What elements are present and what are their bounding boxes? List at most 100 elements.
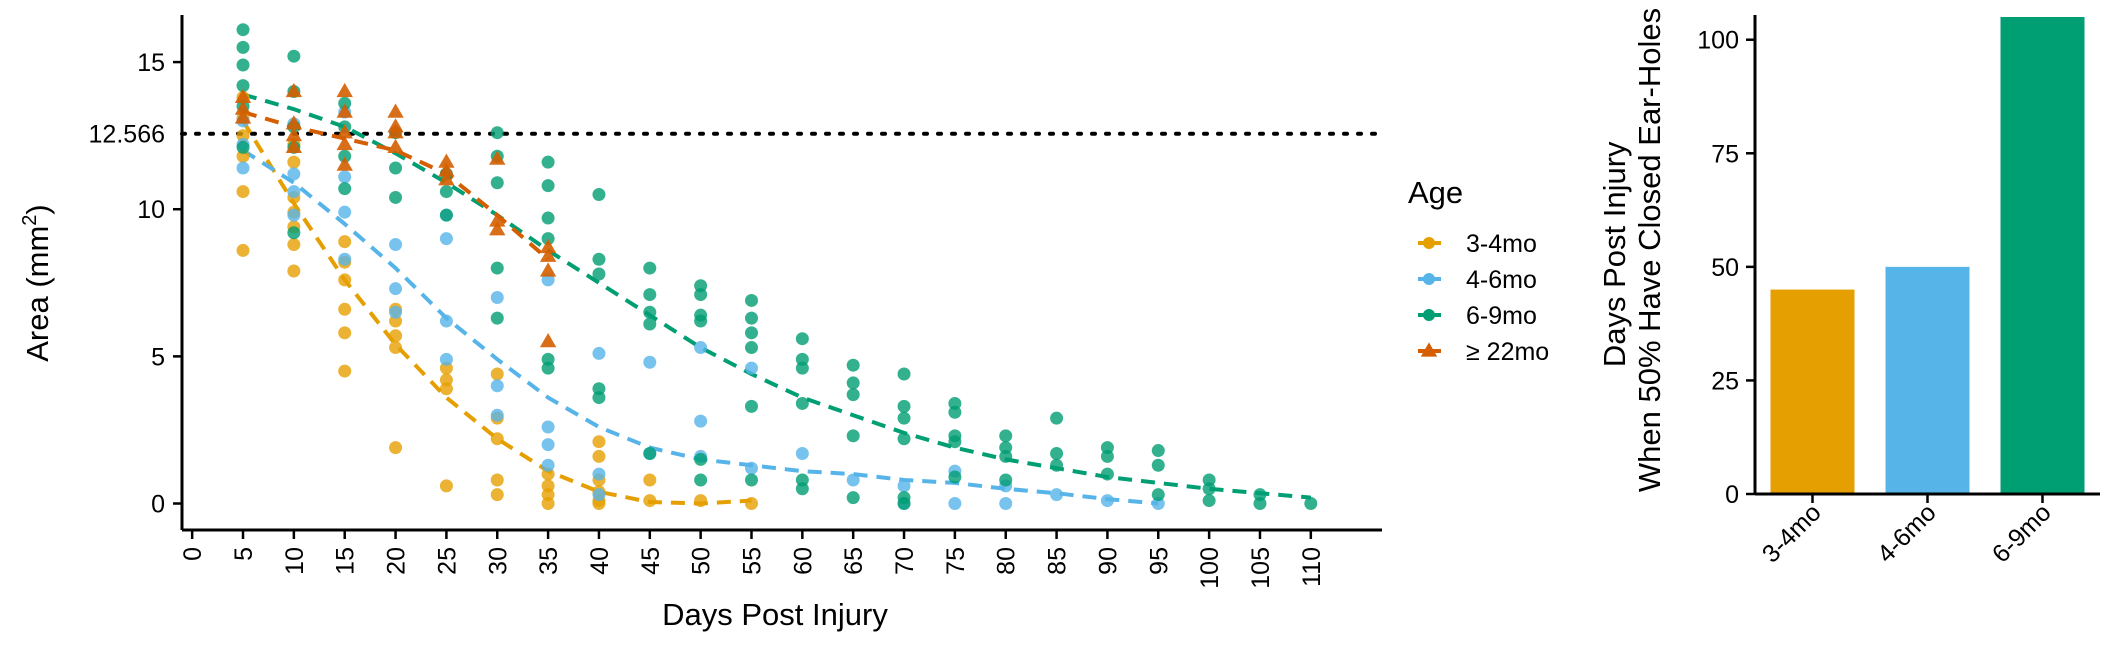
legend-key-marker	[1423, 309, 1435, 321]
bar-y-tick-label: 25	[1711, 367, 1739, 395]
point-6-9mo	[897, 367, 911, 381]
point-4-6mo	[541, 438, 555, 452]
x-tick-label: 25	[433, 547, 461, 575]
point-6-9mo	[897, 411, 911, 425]
legend: Age 3-4mo 4-6mo 6-9mo ≥ 22mo	[1408, 175, 1549, 366]
bar-y-tick-label: 75	[1711, 140, 1739, 168]
bar-panel: 0 25 50 75 100 3-4mo 4-6mo 6-9mo Days Post Inju…	[1597, 8, 2100, 568]
point-6-9mo	[490, 261, 504, 275]
point-3-4mo	[744, 497, 758, 511]
point-3-4mo	[490, 432, 504, 446]
point-6-9mo	[1050, 411, 1064, 425]
point-6-9mo	[744, 311, 758, 325]
point-4-6mo	[389, 238, 403, 252]
x-tick-label: 65	[840, 547, 868, 575]
point-6-9mo	[1151, 488, 1165, 502]
point-6-9mo	[236, 58, 250, 72]
point-6-9mo	[643, 305, 657, 319]
point-4-6mo	[389, 305, 403, 319]
point-6-9mo	[389, 161, 403, 175]
point-3-4mo	[490, 367, 504, 381]
point-6-9mo	[643, 288, 657, 302]
point-6-9mo	[694, 288, 708, 302]
point-6-9mo	[897, 399, 911, 413]
point-ge-22mo	[285, 127, 303, 142]
reference-line-label: 12.566	[89, 121, 165, 149]
point-4-6mo	[897, 479, 911, 493]
point-6-9mo	[592, 188, 606, 202]
point-3-4mo	[439, 382, 453, 396]
x-tick-label: 10	[281, 547, 309, 575]
x-tick-label: 35	[535, 547, 563, 575]
point-6-9mo	[236, 140, 250, 154]
point-ge-22mo	[336, 135, 353, 151]
point-6-9mo	[744, 399, 758, 413]
point-6-9mo	[338, 96, 352, 110]
point-6-9mo	[490, 176, 504, 190]
scatter-fit-lines	[241, 92, 1311, 506]
point-3-4mo	[338, 302, 352, 316]
point-6-9mo	[1151, 458, 1165, 472]
point-3-4mo	[236, 185, 250, 199]
point-3-4mo	[389, 329, 403, 343]
legend-key-marker	[1423, 237, 1435, 249]
point-ge-22mo	[489, 212, 506, 227]
point-ge-22mo	[539, 333, 557, 348]
point-6-9mo	[846, 491, 860, 505]
scatter-panel: 0 5 10 15 12.566 0 5 10 15 20 25 30 35 40 45 50 55 60 65 70…	[19, 15, 1384, 632]
legend-key-marker	[1423, 273, 1435, 285]
point-ge-22mo	[438, 162, 455, 177]
point-4-6mo	[541, 420, 555, 434]
point-4-6mo	[236, 161, 250, 175]
x-tick-label: 5	[230, 547, 258, 561]
point-3-4mo	[643, 494, 657, 508]
point-3-4mo	[490, 473, 504, 487]
point-6-9mo	[795, 482, 809, 496]
legend-label-ge-22mo: ≥ 22mo	[1466, 338, 1549, 366]
y-tick-label: 10	[137, 196, 165, 224]
point-3-4mo	[490, 488, 504, 502]
point-ge-22mo	[539, 247, 557, 262]
point-ge-22mo	[489, 150, 506, 165]
point-4-6mo	[439, 314, 453, 328]
point-6-9mo	[541, 232, 555, 246]
point-ge-22mo	[285, 115, 303, 130]
point-4-6mo	[439, 232, 453, 246]
x-tick-label: 85	[1044, 547, 1072, 575]
point-4-6mo	[490, 408, 504, 422]
point-6-9mo	[999, 449, 1013, 463]
point-4-6mo	[795, 446, 809, 460]
x-tick-label: 105	[1247, 547, 1275, 589]
point-3-4mo	[287, 264, 301, 278]
point-6-9mo	[795, 361, 809, 375]
point-6-9mo	[1304, 497, 1318, 511]
point-6-9mo	[999, 429, 1013, 443]
legend-label-6-9mo: 6-9mo	[1466, 302, 1537, 330]
point-3-4mo	[338, 235, 352, 249]
point-4-6mo	[592, 467, 606, 481]
point-4-6mo	[846, 473, 860, 487]
point-6-9mo	[694, 314, 708, 328]
point-6-9mo	[1100, 467, 1114, 481]
point-6-9mo	[694, 473, 708, 487]
point-6-9mo	[948, 470, 962, 484]
point-6-9mo	[795, 332, 809, 346]
point-6-9mo	[338, 149, 352, 163]
point-3-4mo	[287, 238, 301, 252]
point-4-6mo	[592, 346, 606, 360]
x-tick-label: 40	[586, 547, 614, 575]
bar-3-4mo	[1770, 289, 1855, 494]
point-6-9mo	[389, 190, 403, 204]
point-ge-22mo	[438, 171, 455, 186]
x-tick-label: 0	[179, 547, 207, 561]
x-tick-label: 15	[332, 547, 360, 575]
point-6-9mo	[1253, 497, 1267, 511]
point-6-9mo	[948, 435, 962, 449]
point-ge-22mo	[234, 88, 252, 104]
legend-title: Age	[1408, 175, 1463, 210]
point-4-6mo	[694, 414, 708, 428]
point-3-4mo	[592, 449, 606, 463]
point-6-9mo	[236, 23, 250, 37]
point-6-9mo	[643, 446, 657, 460]
